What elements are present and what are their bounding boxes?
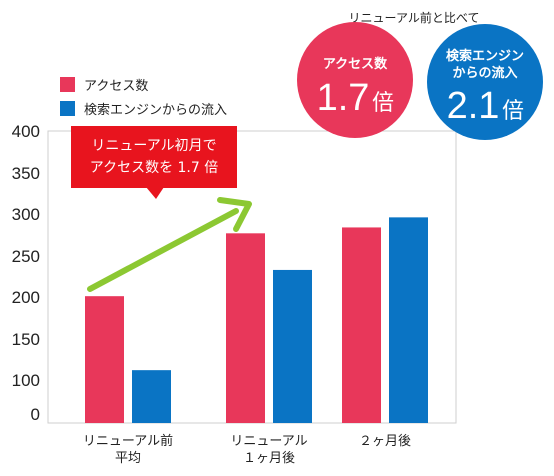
- comparison-value: 2.1: [447, 85, 500, 127]
- legend-label: アクセス数: [84, 79, 148, 94]
- bar-search-0: [132, 370, 171, 423]
- y-tick-label: 150: [12, 330, 40, 349]
- comparison-value: 1.7: [317, 77, 370, 119]
- y-tick-label: 100: [12, 371, 40, 390]
- x-category-label: 平均: [115, 451, 141, 466]
- callout-bg: [71, 126, 237, 188]
- y-tick-label: 350: [12, 164, 40, 183]
- legend-label: 検索エンジンからの流入: [84, 103, 227, 118]
- x-category-label: リニューアル前: [83, 433, 173, 449]
- y-tick-label: 200: [12, 288, 40, 307]
- bar-search-1: [273, 269, 312, 423]
- bar-access-1: [226, 233, 265, 423]
- comparison-title: リニューアル前と比べて: [349, 10, 480, 25]
- comparison-unit: 倍: [372, 91, 394, 116]
- y-tick-label: 0: [31, 405, 40, 424]
- legend-swatch: [60, 101, 75, 116]
- x-category-label: リニューアル: [230, 434, 307, 449]
- bar-access-0: [85, 296, 124, 423]
- callout-text: アクセス数を 1.7 倍: [90, 160, 218, 176]
- bar-search-2: [389, 217, 428, 423]
- comparison-circle: [297, 22, 413, 138]
- y-tick-label: 250: [12, 247, 40, 266]
- legend-swatch: [60, 77, 75, 92]
- bar-access-2: [342, 227, 381, 423]
- x-category-label: ２ヶ月後: [359, 434, 411, 449]
- arrow-head: [217, 197, 252, 232]
- comparison-label: 検索エンジン: [446, 48, 524, 64]
- arrow-shaft: [87, 208, 239, 292]
- bars: [85, 217, 428, 423]
- comparison-label: からの流入: [452, 65, 517, 81]
- comparison-circle: [427, 24, 543, 140]
- y-tick-label: 400: [12, 122, 40, 141]
- comparison-label: アクセス数: [323, 56, 388, 72]
- y-tick-label: 300: [12, 205, 40, 224]
- y-axis-ticks: 0 100 150 200 250 300 350 400: [12, 122, 40, 424]
- callout-text: リニューアル初月で: [91, 137, 216, 154]
- callout-pointer: [146, 187, 164, 199]
- growth-arrow: [87, 197, 252, 292]
- comparison-unit: 倍: [502, 99, 524, 124]
- x-category-label: １ヶ月後: [243, 451, 295, 466]
